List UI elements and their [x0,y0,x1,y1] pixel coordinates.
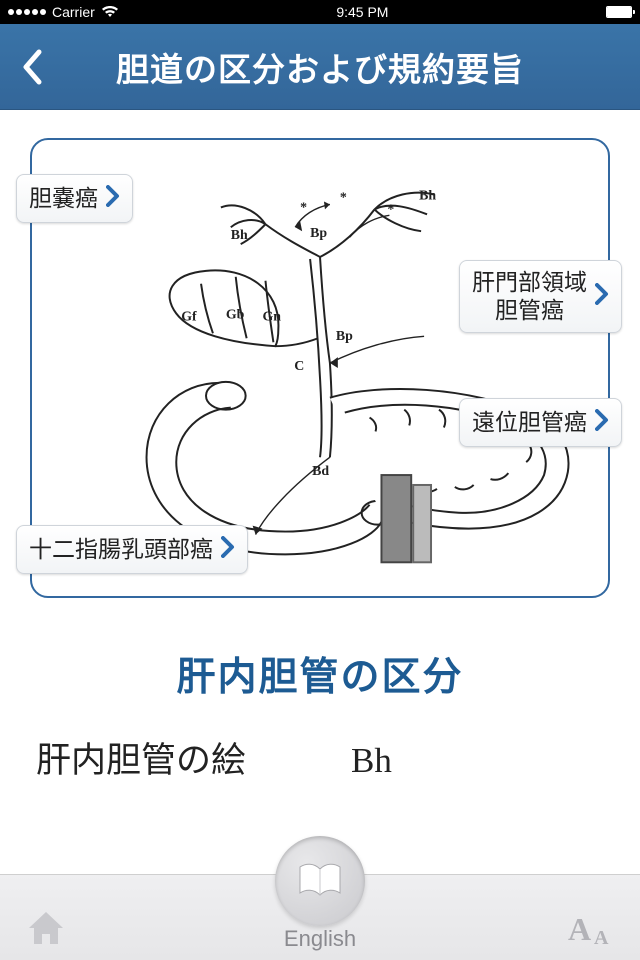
home-button[interactable] [22,904,70,952]
button-ampullary-carcinoma[interactable]: 十二指腸乳頭部癌 [16,525,248,574]
chevron-right-icon [106,183,120,214]
wifi-icon [101,4,119,21]
language-toggle-label[interactable]: English [284,926,356,952]
carrier-label: Carrier [52,4,95,20]
center-button-stack: English [275,872,365,952]
label-gf: Gf [181,309,197,324]
chevron-right-icon [595,407,609,438]
bottom-toolbar: English A A [0,874,640,960]
label-gn: Gn [263,309,282,324]
font-size-button[interactable]: A A [564,904,618,952]
signal-strength-icon [8,9,46,15]
book-icon [296,861,344,901]
button-distal-cholangiocarcinoma[interactable]: 遠位胆管癌 [459,398,622,447]
label-bh-left: Bh [231,228,248,243]
content-area: Bh Bh * * * Bp Gf Gb Gn C Bp Bd 胆嚢癌 肝門部領… [0,110,640,874]
status-bar: Carrier 9:45 PM [0,0,640,24]
svg-text:A: A [594,927,609,948]
button-label: 遠位胆管癌 [472,409,587,437]
label-star3: * [387,202,394,217]
label-c: C [294,359,304,374]
back-button[interactable] [12,49,52,85]
label-bd: Bd [312,464,329,479]
chevron-right-icon [595,281,609,312]
section-heading: 肝内胆管の区分 [30,646,610,702]
status-right [606,6,632,18]
diagram-container: Bh Bh * * * Bp Gf Gb Gn C Bp Bd 胆嚢癌 肝門部領… [30,138,610,598]
label-bh-right: Bh [419,188,436,203]
status-left: Carrier [8,4,119,21]
home-icon [25,908,67,948]
label-gb: Gb [226,307,245,322]
page-title: 胆道の区分および規約要旨 [52,43,588,91]
label-bp-top: Bp [310,226,327,241]
label-star2: * [340,190,347,205]
section-body: 肝内胆管の絵 Bh [30,732,610,783]
chevron-right-icon [221,534,235,565]
button-label: 十二指腸乳頭部癌 [29,536,213,564]
book-button[interactable] [275,836,365,926]
label-star1: * [300,200,307,215]
button-label: 胆嚢癌 [29,185,98,213]
label-bp-mid: Bp [336,329,353,344]
battery-icon [606,6,632,18]
svg-text:A: A [568,911,591,947]
button-perihilar-cholangiocarcinoma[interactable]: 肝門部領域 胆管癌 [459,260,622,333]
clock-label: 9:45 PM [336,4,388,20]
button-label: 肝門部領域 胆管癌 [472,269,587,324]
nav-bar: 胆道の区分および規約要旨 [0,24,640,110]
font-size-icon: A A [566,908,616,948]
button-gallbladder-cancer[interactable]: 胆嚢癌 [16,174,133,223]
